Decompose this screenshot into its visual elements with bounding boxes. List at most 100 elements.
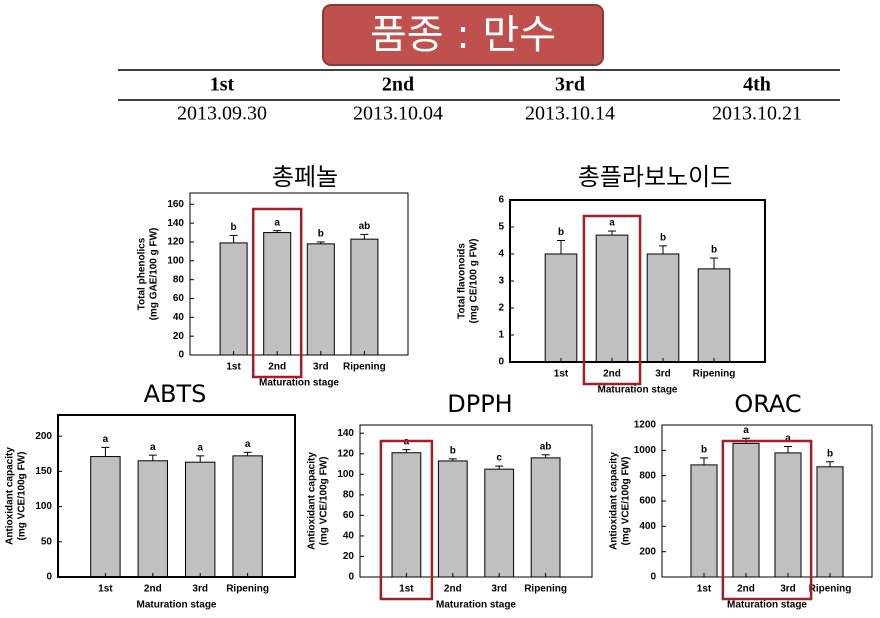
y-tick-label: 160 bbox=[167, 199, 184, 210]
table-cell: 2nd bbox=[382, 74, 414, 96]
y-tick-label: 40 bbox=[343, 531, 355, 542]
significance-letter: c bbox=[496, 453, 502, 464]
significance-letter: a bbox=[785, 433, 791, 444]
highlight-box bbox=[251, 207, 303, 379]
bar bbox=[350, 238, 379, 356]
significance-letter: a bbox=[245, 439, 251, 450]
y-tick-label: 5 bbox=[498, 222, 504, 233]
error-bar bbox=[273, 230, 282, 233]
highlight-box bbox=[721, 439, 813, 601]
highlight-box bbox=[379, 439, 434, 601]
bar bbox=[90, 456, 121, 578]
bar bbox=[816, 466, 844, 578]
bar bbox=[646, 253, 680, 363]
x-axis-label: Maturation stage bbox=[727, 600, 807, 611]
y-tick-label: 0 bbox=[650, 572, 656, 583]
x-tick-label: 2nd bbox=[144, 584, 162, 595]
table-cell: 2013.09.30 bbox=[177, 103, 267, 125]
y-tick-label: 140 bbox=[167, 218, 184, 229]
x-tick-label: 2nd bbox=[603, 369, 621, 380]
y-tick-label: 120 bbox=[337, 448, 354, 459]
x-tick-label: 2nd bbox=[737, 584, 755, 595]
x-tick-label: Ripening bbox=[343, 362, 386, 373]
y-tick-label: 100 bbox=[337, 469, 354, 480]
bar bbox=[697, 268, 731, 363]
significance-letter: b bbox=[318, 229, 324, 240]
x-tick-label: Ripening bbox=[524, 584, 567, 595]
y-tick-label: 20 bbox=[173, 331, 185, 342]
significance-letter: b bbox=[827, 448, 833, 459]
y-tick-label: 1 bbox=[498, 330, 504, 341]
slide-title: 품종 : 만수 bbox=[370, 12, 556, 58]
x-tick-label: Ripening bbox=[809, 584, 852, 595]
significance-letter: b bbox=[660, 233, 666, 244]
y-tick-label: 0 bbox=[46, 572, 52, 583]
error-bar bbox=[557, 240, 565, 254]
significance-letter: b bbox=[701, 445, 707, 456]
plot-frame bbox=[189, 192, 409, 356]
title-box bbox=[322, 4, 604, 66]
significance-letter: ab bbox=[359, 221, 371, 232]
y-tick-label: 40 bbox=[173, 312, 185, 323]
bar bbox=[263, 232, 292, 356]
significance-letter: b bbox=[450, 446, 456, 457]
error-bar bbox=[229, 234, 238, 243]
plot-frame bbox=[359, 424, 593, 578]
y-tick-label: 0 bbox=[498, 357, 504, 368]
y-tick-label: 150 bbox=[35, 466, 52, 477]
x-tick-label: 3rd bbox=[313, 362, 329, 373]
error-bar bbox=[402, 449, 411, 453]
error-bar bbox=[316, 241, 325, 244]
error-bar bbox=[826, 461, 834, 467]
table-cell: 4th bbox=[743, 74, 771, 96]
bar bbox=[391, 452, 422, 578]
error-bar bbox=[196, 455, 205, 463]
bar bbox=[530, 457, 561, 578]
error-bar bbox=[243, 451, 252, 456]
y-tick-label: 100 bbox=[35, 501, 52, 512]
bar bbox=[544, 253, 578, 363]
bar bbox=[185, 461, 216, 578]
y-tick-label: 1000 bbox=[634, 445, 657, 456]
significance-letter: a bbox=[609, 218, 615, 229]
error-bar bbox=[608, 230, 616, 236]
bar bbox=[232, 455, 263, 578]
y-axis-label: (mg CE/100 g FW) bbox=[469, 238, 480, 323]
y-axis-label: Total flavonoids bbox=[457, 243, 468, 319]
y-axis-label: (mg VCE/100g FW) bbox=[621, 457, 632, 546]
bar bbox=[690, 464, 718, 578]
bar bbox=[595, 234, 629, 363]
error-bar bbox=[495, 465, 504, 470]
error-bar bbox=[148, 454, 157, 461]
x-tick-label: 3rd bbox=[780, 584, 796, 595]
error-bar bbox=[659, 245, 667, 254]
highlight-box bbox=[582, 214, 642, 386]
y-tick-label: 800 bbox=[639, 470, 656, 481]
y-axis-label: (mg VCE/100g FW) bbox=[319, 457, 330, 546]
chart-title: 총페놀 bbox=[272, 163, 338, 191]
significance-letter: ab bbox=[540, 441, 552, 452]
error-bar bbox=[710, 257, 718, 269]
y-axis-label: Antioxidant capacity bbox=[5, 447, 16, 545]
y-tick-label: 2 bbox=[498, 303, 504, 314]
y-tick-label: 140 bbox=[337, 428, 354, 439]
x-tick-label: 1st bbox=[98, 584, 113, 595]
y-axis-label: (mg VCE/100g FW) bbox=[17, 452, 28, 541]
x-tick-label: 1st bbox=[399, 584, 414, 595]
x-tick-label: 1st bbox=[226, 362, 241, 373]
bar bbox=[306, 243, 335, 356]
significance-letter: a bbox=[150, 442, 156, 453]
x-axis-label: Maturation stage bbox=[136, 600, 216, 611]
y-tick-label: 600 bbox=[639, 496, 656, 507]
bar bbox=[732, 442, 760, 578]
table-cell: 2013.10.21 bbox=[712, 103, 802, 125]
bar bbox=[137, 460, 168, 578]
x-tick-label: 1st bbox=[697, 584, 712, 595]
significance-letter: a bbox=[274, 217, 280, 228]
table-cell: 2013.10.14 bbox=[525, 103, 615, 125]
y-tick-label: 200 bbox=[639, 546, 656, 557]
error-bar bbox=[784, 446, 792, 453]
y-axis-label: Antioxidant capacity bbox=[307, 452, 318, 550]
